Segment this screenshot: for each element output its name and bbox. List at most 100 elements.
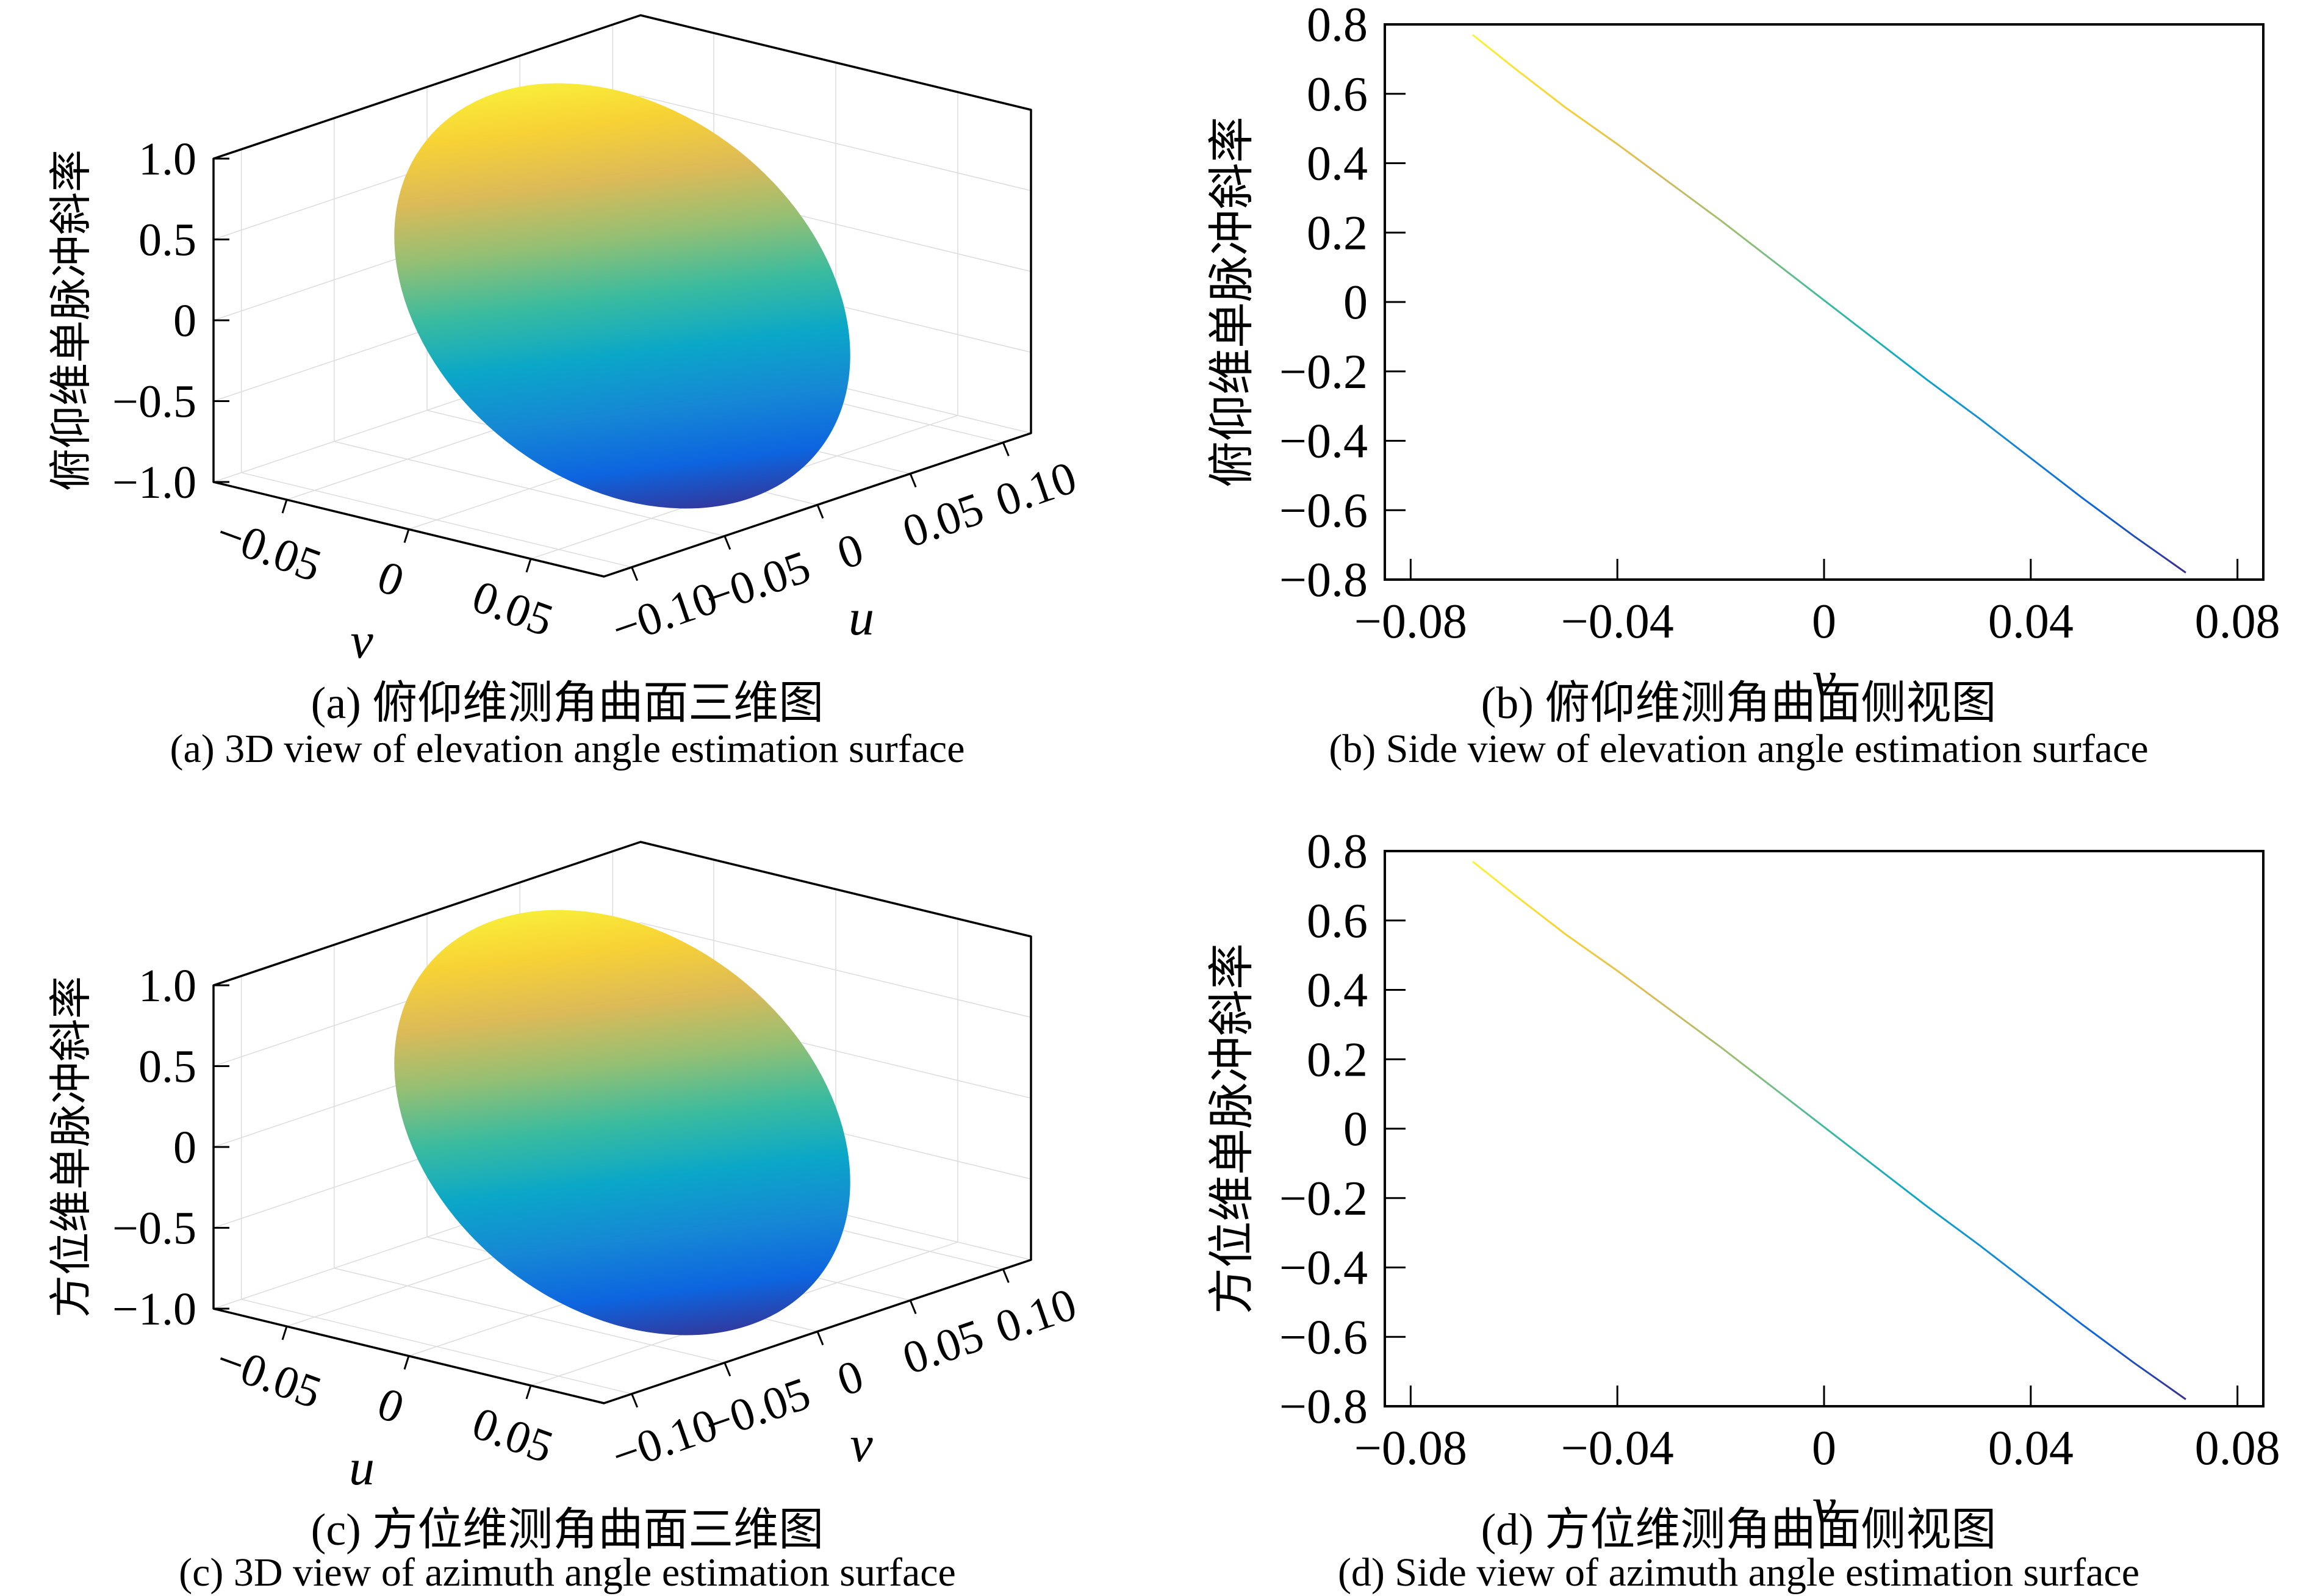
right-axis-tick-label: 0.05 <box>896 1309 990 1384</box>
z-axis-label: 方位维单脉冲斜率 <box>48 976 95 1318</box>
x-tick-label: 0.04 <box>1988 1422 2074 1475</box>
x-tick-label: 0.08 <box>2195 1422 2280 1475</box>
right-axis-tick-label: −0.05 <box>699 541 817 625</box>
y-tick-label: −0.4 <box>1279 415 1368 469</box>
right-axis-tick-mark <box>1002 442 1010 456</box>
chart-d-svg: 0.8 0.6 0.4 0.2 0 −0.2 −0.4 −0.6 −0.8−0.08 −0.04 0… <box>1207 825 2280 1535</box>
right-axis-tick-mark <box>816 1331 824 1346</box>
y-tick-label: −0.8 <box>1279 1380 1368 1434</box>
right-axis-tick-label: 0 <box>831 523 869 580</box>
chart-a-plot: −1.0−0.500.51.0−0.05 0 0.05 −0.10−0.05 0 0.05… <box>112 14 1083 655</box>
y-tick-label: 0.6 <box>1307 894 1368 948</box>
surface-ellipse <box>394 83 850 509</box>
y-tick-label: 0.8 <box>1307 825 1368 879</box>
x-axis-label: v <box>1812 650 1836 708</box>
chart-c-svg: −1.0−0.500.51.0−0.05 0 0.05 −0.10−0.05 0 0.05… <box>48 841 1083 1496</box>
y-tick-label: −0.6 <box>1279 1310 1368 1364</box>
chart-b-svg: 0.8 0.6 0.4 0.2 0 −0.2 −0.4 −0.6 −0.8−0.08 −0.04 0… <box>1207 0 2280 708</box>
y-tick-label: −0.6 <box>1279 484 1368 537</box>
left-axis-tick-mark <box>525 1385 532 1400</box>
left-axis-name: v <box>350 613 373 669</box>
z-tick-label: 1.0 <box>138 134 196 185</box>
right-axis-tick-mark <box>1002 1268 1010 1283</box>
y-tick-label: 0 <box>1343 276 1368 329</box>
right-axis-tick-label: 0.05 <box>896 483 990 558</box>
z-tick-label: −1.0 <box>112 457 196 508</box>
chart-d-plot: 0.8 0.6 0.4 0.2 0 −0.2 −0.4 −0.6 −0.8−0.08 −0.04 0… <box>1279 825 2280 1475</box>
chart-a-svg: −1.0−0.500.51.0−0.05 0 0.05 −0.10−0.05 0 0.05… <box>48 14 1083 669</box>
monopulse-slope-curve <box>1472 860 2186 1400</box>
z-axis-label: 俯仰维单脉冲斜率 <box>48 149 95 491</box>
y-tick-label: −0.2 <box>1279 345 1368 399</box>
right-axis-tick-mark <box>724 1362 731 1377</box>
z-tick-label: 0 <box>173 295 196 347</box>
caption-d-zh: (d) 方位维测角曲面侧视图 <box>1481 1505 1997 1555</box>
x-tick-label: 0.04 <box>1988 595 2074 649</box>
caption-d-en: (d) Side view of azimuth angle estimatio… <box>1337 1550 2140 1595</box>
right-axis-tick-mark <box>631 567 639 581</box>
left-axis-tick-label: −0.05 <box>210 1334 328 1418</box>
z-tick-label: −1.0 <box>112 1284 196 1335</box>
x-tick-label: 0 <box>1812 595 1836 649</box>
surface-ellipse <box>394 910 850 1335</box>
left-axis-tick-label: 0.05 <box>466 1397 560 1473</box>
z-tick-label: 0 <box>173 1122 196 1173</box>
y-tick-label: 0.2 <box>1307 1033 1368 1087</box>
x-tick-label: −0.08 <box>1354 595 1467 649</box>
monopulse-slope-curve <box>1472 34 2186 573</box>
right-axis-name: u <box>849 589 874 646</box>
chart-b-plot: 0.8 0.6 0.4 0.2 0 −0.2 −0.4 −0.6 −0.8−0.08 −0.04 0… <box>1279 0 2280 649</box>
plot-box <box>1384 23 2265 581</box>
chart-c-plot: −1.0−0.500.51.0−0.05 0 0.05 −0.10−0.05 0 0.05… <box>112 841 1083 1482</box>
left-axis-tick-mark <box>403 529 410 543</box>
right-axis-tick-mark <box>909 1299 917 1314</box>
right-axis-name: v <box>850 1416 873 1473</box>
y-tick-label: −0.4 <box>1279 1242 1368 1295</box>
caption-c-en: (c) 3D view of azimuth angle estimation … <box>179 1550 956 1595</box>
right-axis-tick-label: 0.10 <box>990 1278 1083 1353</box>
left-axis-tick-label: −0.05 <box>210 507 328 592</box>
z-tick-label: −0.5 <box>112 376 196 428</box>
caption-a-en: (a) 3D view of elevation angle estimatio… <box>170 727 965 771</box>
z-tick-label: 1.0 <box>138 960 196 1012</box>
y-tick-label: 0.4 <box>1307 137 1368 191</box>
right-axis-tick-mark <box>909 473 917 487</box>
caption-b-zh: (b) 俯仰维测角曲面侧视图 <box>1481 678 1997 728</box>
y-tick-label: −0.2 <box>1279 1172 1368 1226</box>
caption-b-en: (b) Side view of elevation angle estimat… <box>1329 727 2149 771</box>
right-axis-tick-mark <box>724 536 731 550</box>
y-tick-label: 0 <box>1343 1102 1368 1156</box>
z-tick-label: −0.5 <box>112 1203 196 1254</box>
panel-a-3d-chart: −1.0 −0.5 0 0.5 1.0 −0.05 0 0.05 −0.10 −0.05 0 0.05… <box>24 0 1110 702</box>
x-tick-label: 0 <box>1812 1422 1836 1475</box>
left-axis-tick-mark <box>281 499 288 514</box>
y-axis-label: 方位维单脉冲斜率 <box>1207 943 1258 1314</box>
panel-d-line-chart: 0.8 0.6 0.4 0.2 0 −0.2 −0.4 −0.6 −0.8 −0.08 −0.04 0… <box>1190 825 2288 1535</box>
right-axis-tick-label: 0 <box>831 1350 869 1406</box>
left-axis-tick-label: 0 <box>371 551 410 607</box>
right-axis-tick-mark <box>816 504 824 519</box>
y-tick-label: 0.2 <box>1307 206 1368 260</box>
x-tick-label: 0.08 <box>2195 595 2280 649</box>
x-tick-label: −0.04 <box>1561 1422 1674 1475</box>
y-axis-label: 俯仰维单脉冲斜率 <box>1207 117 1258 487</box>
right-axis-tick-label: 0.10 <box>990 451 1083 527</box>
panel-c-3d-chart: −1.0 −0.5 0 0.5 1.0 −0.05 0 0.05 −0.10 −0.05 0 0.05… <box>24 827 1110 1528</box>
y-tick-label: 0.4 <box>1307 964 1368 1018</box>
y-tick-label: −0.8 <box>1279 553 1368 607</box>
z-tick-label: 0.5 <box>138 1041 196 1093</box>
left-axis-tick-mark <box>525 558 532 573</box>
x-tick-label: −0.08 <box>1354 1422 1467 1475</box>
panel-b-line-chart: 0.8 0.6 0.4 0.2 0 −0.2 −0.4 −0.6 −0.8 −0.08 −0.04 0… <box>1190 0 2288 708</box>
left-axis-tick-mark <box>281 1326 288 1340</box>
x-tick-label: −0.04 <box>1561 595 1674 649</box>
y-tick-label: 0.8 <box>1307 0 1368 52</box>
right-axis-tick-label: −0.05 <box>699 1368 817 1451</box>
left-axis-tick-label: 0.05 <box>466 570 560 646</box>
plot-box <box>1384 850 2265 1407</box>
left-axis-tick-mark <box>403 1356 410 1370</box>
z-tick-label: 0.5 <box>138 215 196 266</box>
left-axis-tick-label: 0 <box>371 1378 410 1434</box>
caption-c-zh: (c) 方位维测角曲面三维图 <box>311 1505 824 1555</box>
